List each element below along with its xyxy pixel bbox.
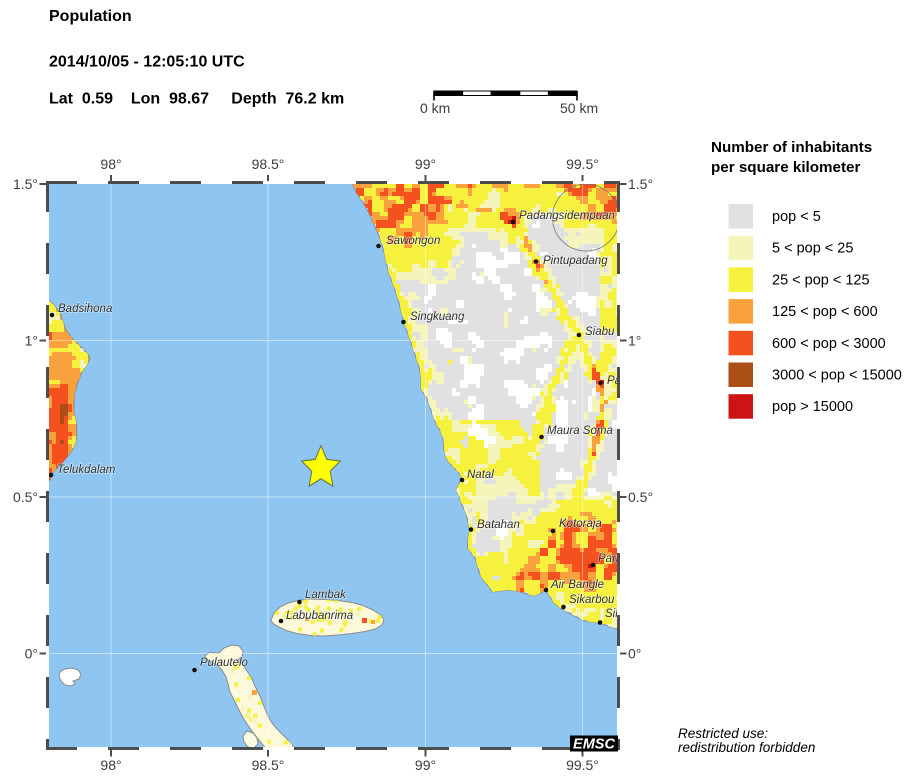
svg-text:Batahan: Batahan xyxy=(477,519,520,531)
svg-text:Air Bangle: Air Bangle xyxy=(550,579,604,591)
svg-text:Labubanrima: Labubanrima xyxy=(286,610,353,622)
svg-text:99.5°: 99.5° xyxy=(566,156,599,172)
svg-text:0°: 0° xyxy=(628,645,641,661)
svg-text:Lat 0.59 Lon 98.67 De: Lat 0.59 Lon 98.67 Depth 76.2 km xyxy=(49,91,344,108)
svg-text:Population: Population xyxy=(49,8,132,25)
svg-text:Telukdalam: Telukdalam xyxy=(57,464,116,476)
svg-text:99.5°: 99.5° xyxy=(566,757,599,773)
svg-text:99°: 99° xyxy=(415,757,436,773)
svg-text:Sawongon: Sawongon xyxy=(386,235,440,247)
svg-text:98.5°: 98.5° xyxy=(252,757,285,773)
svg-text:Maura Soma: Maura Soma xyxy=(547,425,613,437)
svg-text:Padang: Padang xyxy=(607,375,647,387)
svg-text:Parit: Parit xyxy=(598,553,622,565)
svg-text:Singkuang: Singkuang xyxy=(410,311,465,323)
svg-text:98°: 98° xyxy=(100,156,121,172)
svg-text:Kotoraja: Kotoraja xyxy=(559,518,602,530)
svg-text:Sikarbou: Sikarbou xyxy=(569,594,615,606)
svg-text:1.5°: 1.5° xyxy=(13,176,38,192)
svg-text:pop < 5: pop < 5 xyxy=(772,209,821,225)
svg-text:Pulautelo: Pulautelo xyxy=(200,657,249,669)
svg-text:25 < pop < 125: 25 < pop < 125 xyxy=(772,272,870,288)
svg-text:Lambak: Lambak xyxy=(305,589,347,601)
svg-text:3000 < pop < 15000: 3000 < pop < 15000 xyxy=(772,368,902,384)
svg-text:1°: 1° xyxy=(25,332,38,348)
svg-text:pop > 15000: pop > 15000 xyxy=(772,399,853,415)
svg-text:EMSC: EMSC xyxy=(573,737,615,753)
svg-text:98°: 98° xyxy=(100,757,121,773)
svg-text:0 km: 0 km xyxy=(420,100,450,116)
svg-text:Number of inhabitants: Number of inhabitants xyxy=(711,139,872,156)
svg-text:2014/10/05 - 12:05:10 UTC: 2014/10/05 - 12:05:10 UTC xyxy=(49,54,245,71)
svg-text:Badsihona: Badsihona xyxy=(58,303,112,315)
svg-text:0.5°: 0.5° xyxy=(13,489,38,505)
svg-text:Pintupadang: Pintupadang xyxy=(543,255,608,267)
svg-text:Restricted use:: Restricted use: xyxy=(678,726,768,741)
svg-text:99°: 99° xyxy=(415,156,436,172)
svg-text:per square kilometer: per square kilometer xyxy=(711,159,860,176)
svg-text:0°: 0° xyxy=(25,645,38,661)
svg-text:Siabu: Siabu xyxy=(585,326,615,338)
svg-text:98.5°: 98.5° xyxy=(252,156,285,172)
svg-text:600 < pop < 3000: 600 < pop < 3000 xyxy=(772,336,886,352)
svg-text:redistribution forbidden: redistribution forbidden xyxy=(678,740,815,755)
svg-text:Sikara: Sikara xyxy=(605,608,638,620)
svg-text:0.5°: 0.5° xyxy=(628,489,653,505)
svg-text:5 < pop < 25: 5 < pop < 25 xyxy=(772,241,853,257)
svg-text:50 km: 50 km xyxy=(560,100,598,116)
svg-text:1.5°: 1.5° xyxy=(628,176,653,192)
svg-text:1°: 1° xyxy=(628,332,641,348)
svg-text:Natal: Natal xyxy=(467,469,494,481)
svg-text:125 < pop < 600: 125 < pop < 600 xyxy=(772,304,878,320)
svg-text:Padangsidempuan: Padangsidempuan xyxy=(519,210,615,222)
